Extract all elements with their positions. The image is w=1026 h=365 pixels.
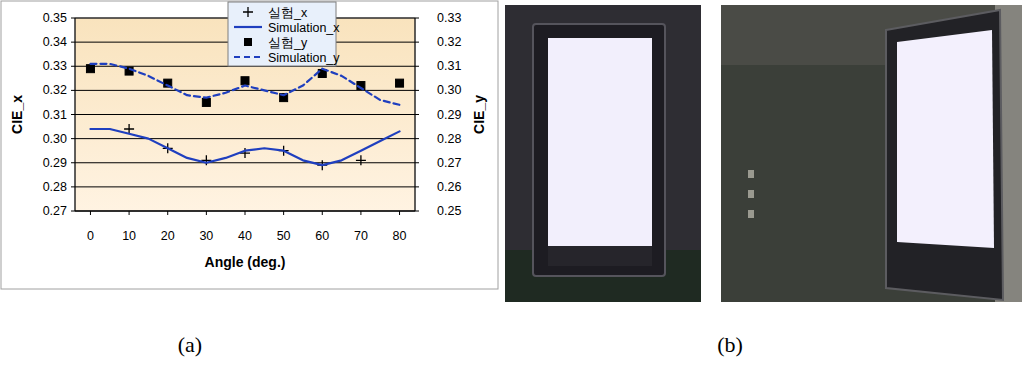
- x-tick: [283, 211, 284, 215]
- y2-tick: [415, 114, 419, 115]
- x-tick-label: 50: [277, 229, 291, 243]
- y-tick: [71, 114, 75, 115]
- x-axis: [75, 211, 415, 212]
- photo-right-component: [748, 210, 754, 218]
- y-tick: [71, 66, 75, 67]
- y2-tick-label: 0.25: [437, 204, 461, 218]
- x-tick: [399, 211, 400, 215]
- photo-right-component: [748, 190, 754, 198]
- x-tick-label: 20: [161, 229, 175, 243]
- y-tick-label: 0.33: [43, 59, 67, 73]
- x-tick-label: 80: [393, 229, 407, 243]
- x-tick: [129, 211, 130, 215]
- marker-plus: [356, 155, 366, 165]
- marker-square: [202, 98, 210, 106]
- y-tick-label: 0.30: [43, 132, 67, 146]
- legend-label: 실험_y: [268, 36, 308, 50]
- marker-square: [241, 77, 249, 85]
- y-tick: [71, 162, 75, 163]
- marker-square: [396, 79, 404, 87]
- y2-tick: [415, 90, 419, 91]
- y-tick-label: 0.29: [43, 156, 67, 170]
- legend-label: 실험_x: [268, 6, 308, 20]
- y2-tick: [415, 162, 419, 163]
- y2-tick: [415, 211, 419, 212]
- x-tick: [206, 211, 207, 215]
- x-tick: [360, 211, 361, 215]
- series-line: [90, 129, 399, 165]
- y-tick-label: 0.32: [43, 83, 67, 97]
- photo-right-screen: [897, 30, 994, 248]
- x-axis-title: Angle (deg.): [205, 254, 286, 270]
- y2-tick-label: 0.32: [437, 35, 461, 49]
- legend: 실험_xSimulation_x실험_ySimulation_y: [228, 2, 340, 66]
- y-tick-label: 0.34: [43, 35, 67, 49]
- y-tick-label: 0.28: [43, 180, 67, 194]
- x-tick: [322, 211, 323, 215]
- photo-left-chin: [548, 246, 652, 266]
- photo-left-bezel: [533, 24, 665, 276]
- grid-line: [75, 114, 415, 115]
- y2-axis: [415, 18, 416, 211]
- x-tick-label: 0: [87, 229, 94, 243]
- grid-line: [75, 186, 415, 187]
- panel-label: (b): [717, 332, 743, 357]
- y2-tick: [415, 66, 419, 67]
- y2-tick-label: 0.31: [437, 59, 461, 73]
- y-axis-title: CIE_x: [9, 95, 25, 134]
- y2-tick: [415, 138, 419, 139]
- y-tick: [71, 18, 75, 19]
- y2-tick: [415, 186, 419, 187]
- legend-marker: [243, 7, 253, 17]
- y-axis: [75, 18, 76, 211]
- y-tick-label: 0.31: [43, 108, 67, 122]
- y2-tick: [415, 42, 419, 43]
- photo-right-bezel: [886, 10, 1003, 300]
- x-tick: [245, 211, 246, 215]
- x-tick-label: 30: [199, 229, 213, 243]
- y-tick: [71, 138, 75, 139]
- y-tick: [71, 186, 75, 187]
- y2-tick-label: 0.29: [437, 108, 461, 122]
- data-group: [86, 64, 403, 170]
- photo-left-bg: [505, 5, 701, 302]
- x-tick: [167, 211, 168, 215]
- y2-tick-label: 0.26: [437, 180, 461, 194]
- x-tick-label: 10: [122, 229, 136, 243]
- photo-right-bg: [721, 5, 1022, 302]
- y-tick-label: 0.27: [43, 204, 67, 218]
- y-tick: [71, 90, 75, 91]
- x-tick-label: 60: [315, 229, 329, 243]
- photo-left-screen: [548, 38, 652, 246]
- y2-tick-label: 0.33: [437, 11, 461, 25]
- legend-label: Simulation_y: [268, 51, 340, 65]
- y2-tick-label: 0.30: [437, 83, 461, 97]
- panel-label: (a): [178, 332, 202, 357]
- photos: [505, 5, 1022, 302]
- y2-tick-label: 0.28: [437, 132, 461, 146]
- x-tick: [90, 211, 91, 215]
- grid-line: [75, 162, 415, 163]
- x-tick-label: 40: [238, 229, 252, 243]
- y2-axis-title: CIE_y: [471, 95, 487, 134]
- grid-line: [75, 138, 415, 139]
- legend-label: Simulation_x: [268, 21, 340, 35]
- legend-line: [234, 26, 262, 28]
- y2-tick: [415, 18, 419, 19]
- marker-square: [86, 65, 94, 73]
- legend-marker: [244, 38, 252, 46]
- y-tick: [71, 42, 75, 43]
- y2-tick-label: 0.27: [437, 156, 461, 170]
- figure: 0.27 0.28 0.29 0.30 0.31 0.32 0.33 0.34 0.35 0.25…: [0, 0, 1026, 365]
- chart-area: [1, 1, 498, 289]
- grid-line: [75, 211, 415, 212]
- series-line: [90, 64, 399, 105]
- legend-line: [234, 56, 262, 58]
- y-tick-label: 0.35: [43, 11, 67, 25]
- x-tick-label: 70: [354, 229, 368, 243]
- photo-right-component: [748, 170, 754, 178]
- y-tick: [71, 211, 75, 212]
